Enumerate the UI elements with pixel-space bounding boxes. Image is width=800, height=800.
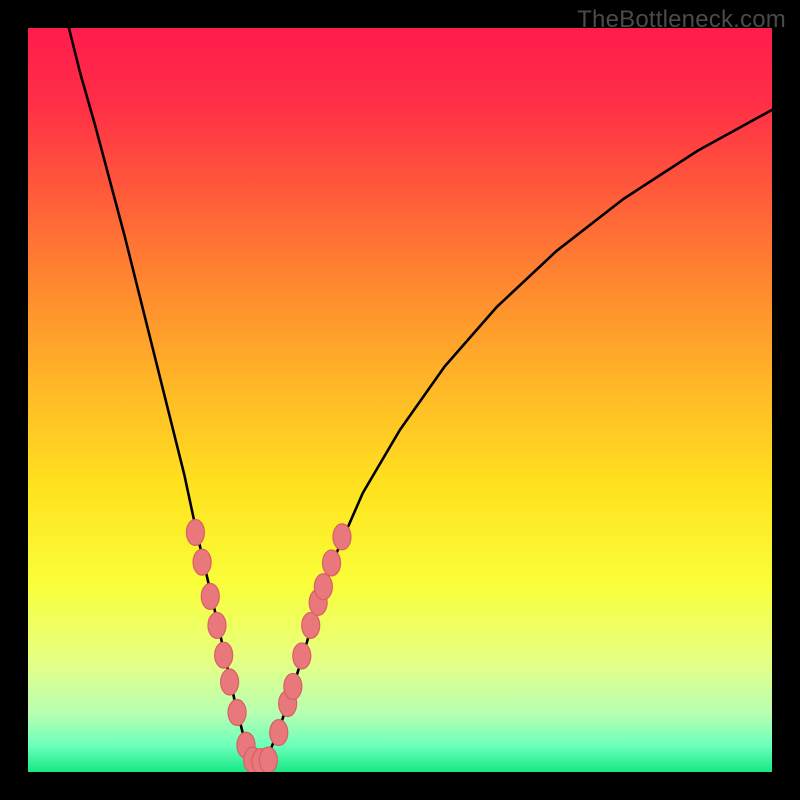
curve-marker: [221, 669, 239, 695]
curve-marker: [314, 574, 332, 600]
curve-marker: [201, 583, 219, 609]
chart-frame: TheBottleneck.com: [0, 0, 800, 800]
curve-marker: [333, 524, 351, 550]
curve-marker: [215, 642, 233, 668]
watermark-text: TheBottleneck.com: [577, 6, 786, 34]
gradient-background: [28, 28, 772, 772]
curve-marker: [186, 519, 204, 545]
bottleneck-chart-svg: [0, 0, 800, 800]
curve-marker: [259, 747, 277, 773]
curve-marker: [323, 550, 341, 576]
curve-marker: [270, 720, 288, 746]
curve-marker: [228, 699, 246, 725]
curve-marker: [193, 549, 211, 575]
curve-marker: [293, 643, 311, 669]
curve-marker: [208, 612, 226, 638]
curve-marker: [284, 673, 302, 699]
curve-marker: [302, 612, 320, 638]
